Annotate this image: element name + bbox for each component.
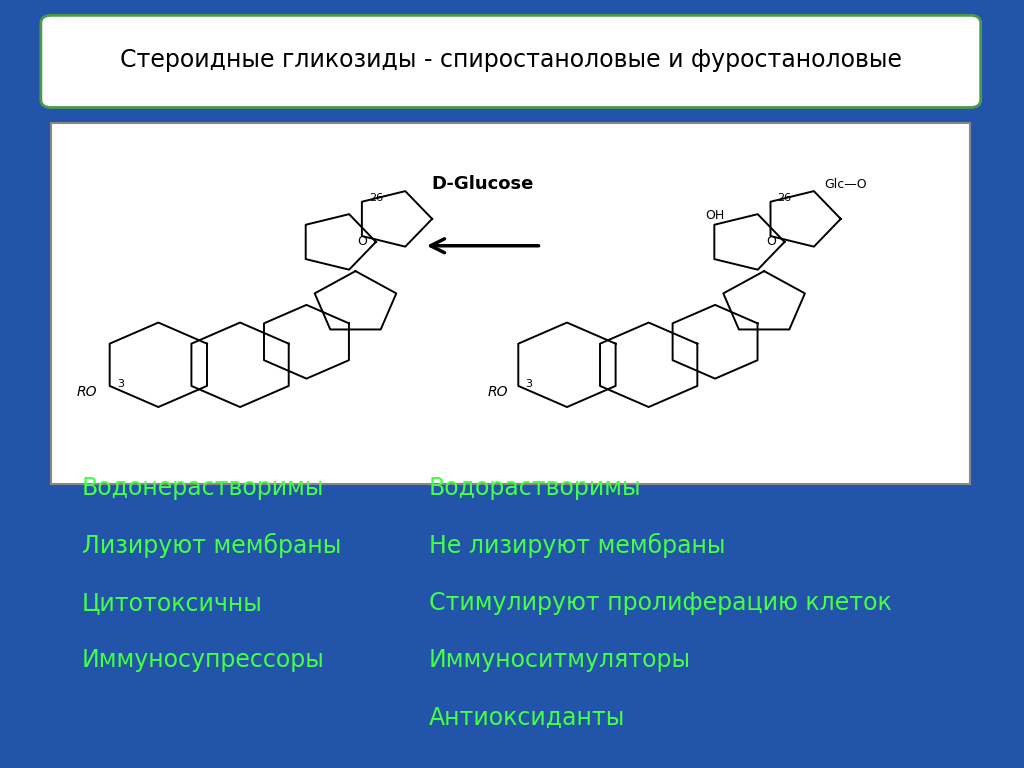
Text: Иммуносупрессоры: Иммуносупрессоры: [82, 648, 325, 673]
Text: Цитотоксичны: Цитотоксичны: [82, 591, 262, 615]
Text: O: O: [357, 236, 368, 248]
Text: Glc—O: Glc—O: [824, 178, 867, 190]
Text: 3: 3: [117, 379, 124, 389]
Text: 26: 26: [369, 193, 383, 204]
Text: Стероидные гликозиды - спиростаноловые и фуростаноловые: Стероидные гликозиды - спиростаноловые и…: [120, 48, 902, 72]
Text: RO: RO: [487, 385, 508, 399]
Text: RO: RO: [77, 385, 97, 399]
Text: Лизируют мембраны: Лизируют мембраны: [82, 533, 341, 558]
Text: OH: OH: [706, 209, 725, 221]
Text: 26: 26: [777, 193, 792, 204]
Text: Антиоксиданты: Антиоксиданты: [429, 706, 626, 730]
FancyBboxPatch shape: [41, 15, 981, 108]
Text: 3: 3: [525, 379, 532, 389]
Text: O: O: [766, 236, 776, 248]
Bar: [51, 123, 971, 484]
Text: D-Glucose: D-Glucose: [431, 175, 534, 194]
Text: Не лизируют мембраны: Не лизируют мембраны: [429, 533, 726, 558]
Text: Водонерастворимы: Водонерастворимы: [82, 475, 325, 500]
Text: Водорастворимы: Водорастворимы: [429, 475, 642, 500]
Text: Иммуноситмуляторы: Иммуноситмуляторы: [429, 648, 691, 673]
Text: Стимулируют пролиферацию клеток: Стимулируют пролиферацию клеток: [429, 591, 892, 615]
